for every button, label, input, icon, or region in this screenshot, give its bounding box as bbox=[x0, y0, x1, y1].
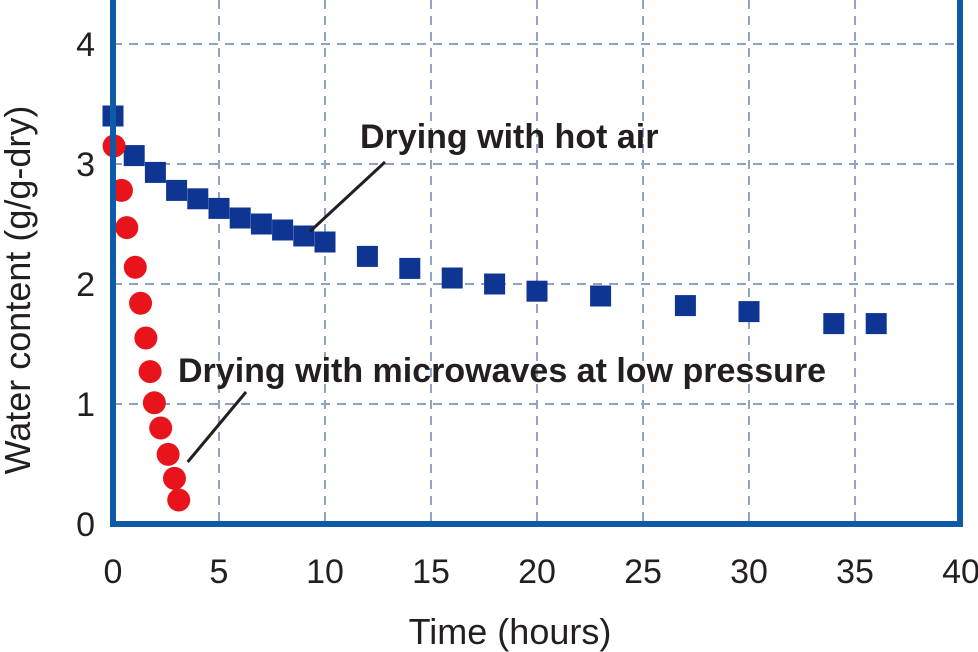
data-point-square bbox=[123, 145, 145, 167]
series-layer bbox=[102, 105, 887, 512]
x-tick-label: 10 bbox=[306, 553, 344, 591]
leader-hot-air bbox=[308, 160, 387, 233]
data-point-square bbox=[738, 301, 760, 323]
annotation-leaders bbox=[186, 160, 387, 463]
data-point-circle bbox=[149, 416, 173, 440]
annotation-microwave: Drying with microwaves at low pressure bbox=[178, 352, 826, 390]
data-point-circle bbox=[134, 326, 158, 350]
data-point-circle bbox=[138, 360, 162, 384]
x-tick-label: 20 bbox=[518, 553, 556, 591]
data-point-square bbox=[484, 273, 506, 295]
data-point-square bbox=[823, 313, 845, 335]
y-tick-label: 1 bbox=[76, 386, 95, 424]
x-tick-label: 25 bbox=[624, 553, 662, 591]
annotation-hot-air: Drying with hot air bbox=[360, 118, 658, 156]
data-point-square bbox=[441, 267, 463, 289]
data-point-circle bbox=[115, 216, 139, 240]
data-point-square bbox=[166, 179, 188, 201]
plot-frame bbox=[110, 0, 963, 527]
data-point-square bbox=[399, 257, 421, 279]
data-point-square bbox=[314, 231, 336, 253]
data-point-square bbox=[590, 285, 612, 307]
x-tick-label: 5 bbox=[210, 553, 229, 591]
data-point-circle bbox=[162, 466, 186, 490]
data-point-square bbox=[356, 245, 378, 267]
data-point-circle bbox=[123, 255, 147, 279]
data-point-square bbox=[272, 219, 294, 241]
x-tick-labels: 0 5 10 15 20 25 30 35 40 bbox=[104, 553, 978, 591]
grid bbox=[113, 0, 960, 524]
y-tick-label: 3 bbox=[76, 146, 95, 184]
leader-microwave bbox=[186, 391, 248, 463]
data-point-square bbox=[250, 213, 272, 235]
y-tick-label: 4 bbox=[76, 26, 95, 64]
data-point-square bbox=[144, 161, 166, 183]
series-0 bbox=[102, 105, 887, 335]
data-point-circle bbox=[142, 391, 166, 415]
data-point-square bbox=[187, 188, 209, 210]
data-point-circle bbox=[167, 488, 191, 512]
x-tick-label: 35 bbox=[836, 553, 874, 591]
x-tick-label: 40 bbox=[942, 553, 978, 591]
y-tick-labels: 0 1 2 3 4 bbox=[76, 26, 95, 544]
data-point-square bbox=[865, 313, 887, 335]
x-tick-label: 15 bbox=[412, 553, 450, 591]
y-axis-title: Water content (g/g-dry) bbox=[0, 106, 38, 475]
x-axis-title: Time (hours) bbox=[409, 611, 612, 652]
data-point-square bbox=[526, 280, 548, 302]
data-point-square bbox=[674, 295, 696, 317]
data-point-circle bbox=[129, 291, 153, 315]
x-tick-label: 30 bbox=[730, 553, 768, 591]
x-tick-label: 0 bbox=[104, 553, 123, 591]
y-tick-label: 2 bbox=[76, 266, 95, 304]
data-point-circle bbox=[156, 442, 180, 466]
y-tick-label: 0 bbox=[76, 506, 95, 544]
data-point-square bbox=[229, 207, 251, 229]
data-point-square bbox=[208, 197, 230, 219]
